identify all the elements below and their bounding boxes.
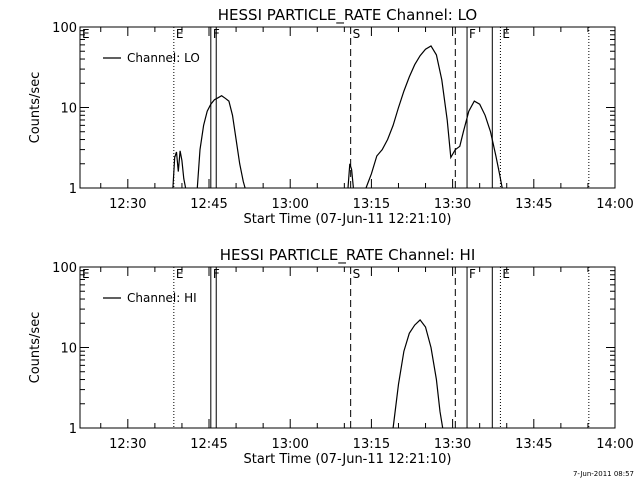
x-tick-label: 13:15 xyxy=(353,197,390,212)
series-line xyxy=(365,45,503,189)
x-tick-label: 13:30 xyxy=(434,197,471,212)
x-tick-label: 13:00 xyxy=(271,437,308,452)
x-tick-label: 14:00 xyxy=(596,197,633,212)
series-line xyxy=(392,319,444,429)
x-tick-label: 13:45 xyxy=(515,197,552,212)
x-tick-label: 13:15 xyxy=(353,437,390,452)
event-marker-label: E xyxy=(176,27,184,41)
event-marker-label: E xyxy=(82,27,90,41)
event-marker-label: E xyxy=(502,27,510,41)
x-tick-label: 14:00 xyxy=(596,437,633,452)
y-tick-label: 10 xyxy=(60,102,77,117)
event-marker-label: F xyxy=(469,27,476,41)
y-axis-label: Counts/sec xyxy=(28,312,43,384)
x-tick-label: 12:45 xyxy=(190,437,227,452)
y-tick-label: 10 xyxy=(60,342,77,357)
legend-label: Channel: HI xyxy=(127,291,197,305)
y-tick-label: 100 xyxy=(52,21,77,36)
x-axis-label: Start Time (07-Jun-11 12:21:10) xyxy=(244,212,452,227)
series-line xyxy=(347,163,354,189)
legend-label: Channel: LO xyxy=(127,51,200,65)
y-axis-label: Counts/sec xyxy=(28,72,43,144)
print-timestamp: 7-Jun-2011 08:57 xyxy=(572,470,634,478)
y-tick-label: 1 xyxy=(69,422,77,437)
event-marker-label: E xyxy=(82,267,90,281)
event-marker-label: F xyxy=(469,267,476,281)
x-tick-label: 12:30 xyxy=(109,197,146,212)
x-tick-label: 12:45 xyxy=(190,197,227,212)
event-marker-label: S xyxy=(353,267,361,281)
x-axis-label: Start Time (07-Jun-11 12:21:10) xyxy=(244,452,452,467)
event-marker-label: E xyxy=(176,267,184,281)
x-tick-label: 12:30 xyxy=(109,437,146,452)
series-line xyxy=(172,150,187,189)
x-tick-label: 13:45 xyxy=(515,437,552,452)
chart-title: HESSI PARTICLE_RATE Channel: HI xyxy=(220,246,476,265)
y-tick-label: 100 xyxy=(52,261,77,276)
series-line xyxy=(196,94,246,189)
event-marker-label: E xyxy=(502,267,510,281)
event-marker-label: S xyxy=(353,27,361,41)
chart-title: HESSI PARTICLE_RATE Channel: LO xyxy=(218,6,477,25)
x-tick-label: 13:00 xyxy=(271,197,308,212)
y-tick-label: 1 xyxy=(69,182,77,197)
x-tick-label: 13:30 xyxy=(434,437,471,452)
